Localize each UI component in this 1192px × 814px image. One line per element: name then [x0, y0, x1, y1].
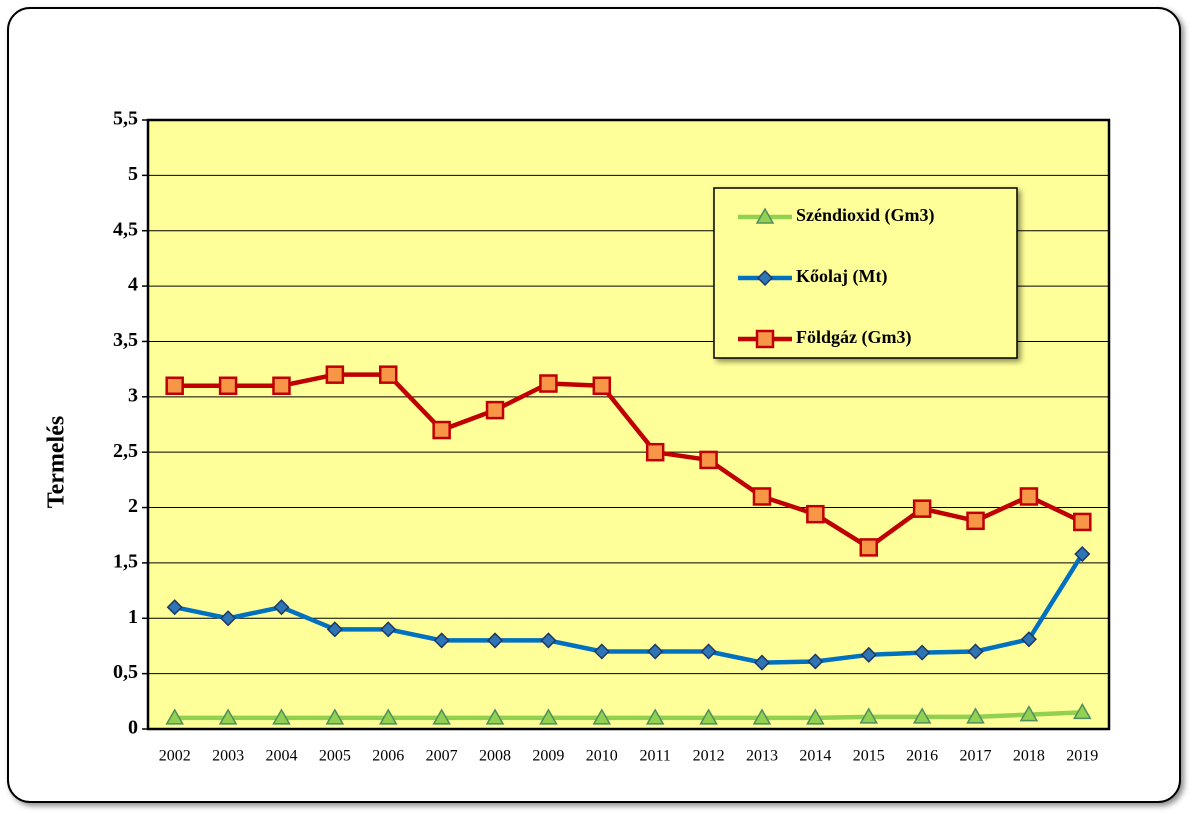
- y-tick-label: 1,5: [113, 551, 138, 573]
- y-axis-label: Termelés: [44, 416, 70, 508]
- marker: [755, 207, 775, 224]
- marker: [272, 376, 291, 395]
- legend-label: Földgáz (Gm3): [796, 327, 911, 348]
- marker: [326, 621, 343, 638]
- x-tick-label: 2019: [1066, 748, 1098, 765]
- marker: [755, 329, 775, 349]
- y-tick-label: 4: [128, 274, 138, 296]
- marker: [380, 621, 397, 638]
- y-tick-label: 2: [128, 495, 138, 517]
- marker: [859, 538, 878, 557]
- x-tick-label: 2008: [479, 748, 511, 765]
- marker: [966, 511, 985, 531]
- marker: [592, 708, 612, 725]
- x-tick-label: 2005: [319, 748, 351, 765]
- x-tick-label: 2002: [159, 748, 191, 765]
- marker: [485, 708, 505, 725]
- x-tick-label: 2017: [960, 748, 992, 765]
- marker: [379, 365, 398, 384]
- marker: [325, 708, 345, 725]
- marker: [486, 632, 504, 649]
- marker: [218, 708, 238, 725]
- marker: [165, 376, 184, 395]
- y-tick-label: 2,5: [113, 440, 138, 462]
- marker: [912, 707, 932, 724]
- marker: [166, 599, 183, 616]
- marker: [700, 643, 717, 660]
- y-tick-label: 0: [128, 717, 138, 739]
- marker: [806, 708, 825, 725]
- x-tick-label: 2012: [693, 748, 725, 765]
- marker: [325, 365, 345, 384]
- marker: [1073, 702, 1092, 720]
- y-tick-label: 5: [128, 163, 138, 185]
- marker: [272, 708, 291, 725]
- marker: [859, 707, 879, 724]
- marker: [1019, 705, 1039, 722]
- marker: [220, 610, 237, 627]
- marker: [592, 376, 612, 395]
- marker: [645, 708, 665, 725]
- marker: [539, 708, 558, 725]
- marker: [432, 708, 451, 725]
- x-tick-label: 2014: [799, 748, 831, 765]
- y-tick-label: 3,5: [113, 329, 138, 351]
- series-layer: [165, 365, 1092, 725]
- x-tick-label: 2010: [586, 748, 618, 765]
- marker: [1020, 631, 1037, 648]
- marker: [699, 708, 718, 725]
- legend-label: Kőolaj (Mt): [796, 266, 887, 287]
- x-tick-label: 2007: [426, 748, 458, 765]
- y-tick-label: 4,5: [113, 218, 138, 240]
- marker: [433, 632, 450, 649]
- marker: [699, 450, 718, 470]
- x-tick-label: 2003: [212, 748, 244, 765]
- marker: [218, 376, 238, 395]
- series-line: [174, 710, 1083, 721]
- y-tick-label: 5,5: [113, 108, 138, 130]
- marker: [860, 646, 877, 663]
- plot-border: [146, 118, 1111, 731]
- x-tick-label: 2013: [746, 748, 778, 765]
- marker: [539, 374, 558, 393]
- marker: [1074, 545, 1091, 563]
- marker: [378, 708, 398, 725]
- marker: [540, 632, 557, 649]
- marker: [432, 420, 451, 440]
- marker: [807, 653, 824, 670]
- x-tick-label: 2018: [1013, 748, 1045, 765]
- legend-label: Széndioxid (Gm3): [796, 205, 935, 226]
- marker: [914, 644, 931, 661]
- marker: [756, 269, 774, 287]
- marker: [1019, 487, 1039, 506]
- y-tick-label: 0,5: [113, 661, 138, 683]
- x-tick-label: 2015: [853, 748, 885, 765]
- marker: [647, 643, 664, 660]
- series-line: [174, 552, 1085, 665]
- x-tick-label: 2009: [532, 748, 564, 765]
- x-tick-label: 2011: [639, 748, 670, 765]
- y-tick-label: 3: [128, 384, 138, 406]
- marker: [752, 708, 772, 725]
- marker: [912, 499, 932, 518]
- marker: [967, 643, 984, 660]
- marker: [966, 707, 985, 724]
- marker: [806, 504, 825, 524]
- marker: [1073, 512, 1092, 532]
- legend: Széndioxid (Gm3) Kőolaj (Mt) Földgáz (Gm3): [738, 205, 935, 349]
- x-tick-label: 2006: [372, 748, 404, 765]
- x-tick-label: 2004: [265, 748, 297, 765]
- marker: [165, 708, 184, 725]
- marker: [645, 442, 665, 462]
- x-tick-label: 2016: [906, 748, 938, 765]
- marker: [273, 599, 290, 616]
- marker: [752, 487, 772, 506]
- marker: [753, 654, 771, 671]
- y-tick-label: 1: [128, 606, 138, 628]
- marker: [593, 643, 610, 660]
- marker: [485, 400, 505, 420]
